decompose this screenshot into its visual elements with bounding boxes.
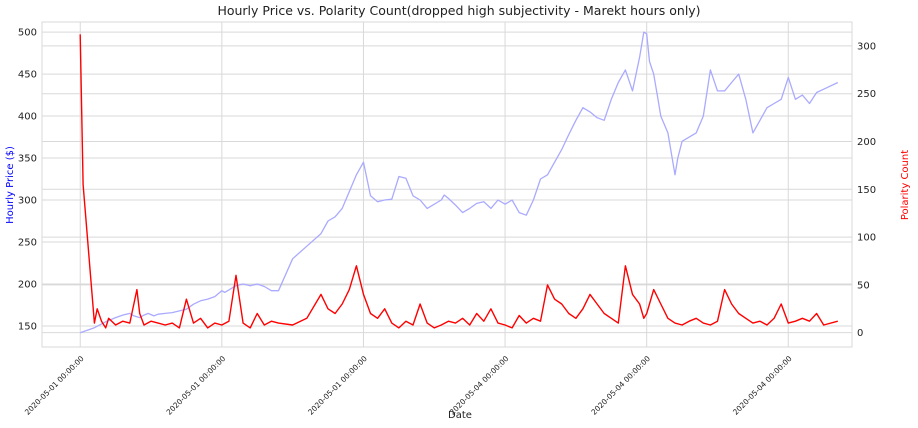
y-axis-left-label: Hourly Price ($)	[5, 146, 16, 224]
y-right-tick-label: 150	[857, 185, 876, 196]
y-right-tick-label: 300	[857, 41, 876, 52]
x-tick-label: 2020-05-04 00:00:00	[731, 354, 794, 417]
x-tick-label: 2020-05-01 00:00:00	[165, 354, 228, 417]
x-tick-label: 2020-05-01 00:00:00	[23, 354, 86, 417]
x-tick-label: 2020-05-04 00:00:00	[589, 354, 652, 417]
price-series-line	[79, 31, 839, 334]
y-axis-right-ticks: 0 50 100 150 200 250 300	[857, 41, 876, 339]
y-right-tick-label: 50	[857, 280, 870, 291]
chart-title: Hourly Price vs. Polarity Count(dropped …	[217, 3, 700, 18]
x-axis-label: Date	[448, 410, 472, 421]
x-axis-ticks: 2020-05-01 00:00:00 2020-05-01 00:00:00 20…	[23, 354, 794, 417]
polarity-series-line	[79, 34, 838, 329]
y-left-tick-label: 250	[18, 238, 37, 249]
series-lines	[79, 31, 839, 334]
y-axis-right-label: Polarity Count	[900, 150, 911, 220]
y-left-tick-label: 500	[18, 28, 37, 39]
y-left-tick-label: 300	[18, 196, 37, 207]
plot-frame	[41, 21, 853, 348]
y-right-tick-label: 100	[857, 233, 876, 244]
grid-lines	[42, 22, 852, 347]
x-tick-label: 2020-05-01 00:00:00	[306, 354, 369, 417]
y-axis-left-ticks: 150 200 250 300 350 400 450 500	[18, 28, 37, 333]
y-left-tick-label: 150	[18, 322, 37, 333]
y-right-tick-label: 250	[857, 89, 876, 100]
y-left-tick-label: 450	[18, 70, 37, 81]
y-left-tick-label: 350	[18, 154, 37, 165]
y-left-tick-label: 200	[18, 280, 37, 291]
x-tick-label: 2020-05-04 00:00:00	[448, 354, 511, 417]
y-right-tick-label: 200	[857, 137, 876, 148]
y-left-tick-label: 400	[18, 112, 37, 123]
y-right-tick-label: 0	[857, 328, 863, 339]
